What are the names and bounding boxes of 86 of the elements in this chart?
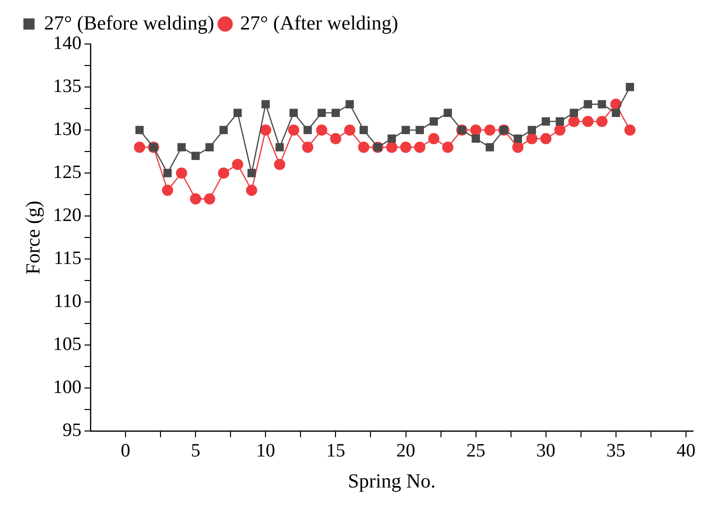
point xyxy=(554,124,566,136)
y-tick-label: 120 xyxy=(53,205,82,226)
point xyxy=(219,126,228,134)
point xyxy=(484,124,496,136)
point xyxy=(191,152,200,160)
point xyxy=(162,184,174,196)
y-tick-label: 110 xyxy=(54,291,82,312)
point xyxy=(276,143,284,152)
point xyxy=(205,143,214,152)
point xyxy=(346,100,354,108)
point xyxy=(218,167,230,179)
point xyxy=(388,134,396,143)
point xyxy=(540,133,552,144)
y-tick-label: 105 xyxy=(53,334,82,356)
x-tick-label: 10 xyxy=(256,440,276,462)
point xyxy=(442,142,454,153)
x-tick-label: 35 xyxy=(606,440,626,462)
x-axis-title: Spring No. xyxy=(348,470,436,492)
point xyxy=(444,108,452,117)
point xyxy=(304,126,312,134)
point xyxy=(176,167,188,179)
point xyxy=(232,158,244,170)
point xyxy=(330,133,342,144)
y-axis-title: Force (g) xyxy=(22,200,44,275)
point xyxy=(626,82,634,92)
point xyxy=(344,124,356,136)
point xyxy=(262,100,270,108)
point xyxy=(204,193,216,204)
point xyxy=(582,116,594,128)
point xyxy=(542,117,550,126)
point xyxy=(316,124,328,136)
point xyxy=(163,168,172,178)
point xyxy=(386,142,398,153)
point xyxy=(402,126,410,134)
y-tick-label: 95 xyxy=(62,420,82,442)
y-tick-label: 135 xyxy=(53,76,82,98)
x-tick-label: 20 xyxy=(396,440,416,462)
y-tick-label: 140 xyxy=(53,32,82,54)
point xyxy=(274,158,286,170)
point xyxy=(177,143,186,152)
point xyxy=(568,116,580,128)
point xyxy=(135,126,144,134)
point xyxy=(430,117,438,126)
point xyxy=(288,124,300,136)
point xyxy=(190,193,202,204)
x-tick-label: 5 xyxy=(190,440,200,462)
y-tick-label: 115 xyxy=(54,248,82,270)
point xyxy=(290,108,298,117)
point xyxy=(246,184,258,196)
point xyxy=(358,142,370,153)
point xyxy=(612,108,620,117)
y-tick-label: 125 xyxy=(53,162,82,184)
point xyxy=(302,142,314,153)
y-tick-label: 130 xyxy=(53,119,82,140)
x-tick-label: 0 xyxy=(120,440,130,462)
point xyxy=(400,142,412,153)
point xyxy=(528,126,536,134)
point xyxy=(248,168,256,178)
legend-label: 27° (Before welding) xyxy=(44,12,214,34)
x-tick-label: 30 xyxy=(536,440,556,462)
point xyxy=(260,124,272,136)
point xyxy=(414,142,426,153)
point xyxy=(233,108,242,117)
x-tick-label: 40 xyxy=(676,440,696,462)
point xyxy=(360,126,368,134)
point xyxy=(318,108,326,117)
point xyxy=(570,108,578,117)
point xyxy=(514,134,522,143)
point xyxy=(470,124,482,136)
point xyxy=(526,133,538,144)
legend-label: 27° (After welding) xyxy=(240,12,398,34)
point xyxy=(584,100,592,108)
point xyxy=(428,133,440,144)
point xyxy=(596,116,608,128)
point xyxy=(332,108,340,117)
point xyxy=(472,134,480,143)
point xyxy=(624,124,636,136)
x-tick-label: 15 xyxy=(326,440,346,462)
point xyxy=(134,142,146,153)
point xyxy=(512,142,524,153)
y-tick-label: 100 xyxy=(53,377,82,398)
point xyxy=(486,143,494,152)
point xyxy=(556,117,564,126)
point xyxy=(416,126,424,134)
x-tick-label: 25 xyxy=(466,440,486,462)
point xyxy=(598,100,606,108)
